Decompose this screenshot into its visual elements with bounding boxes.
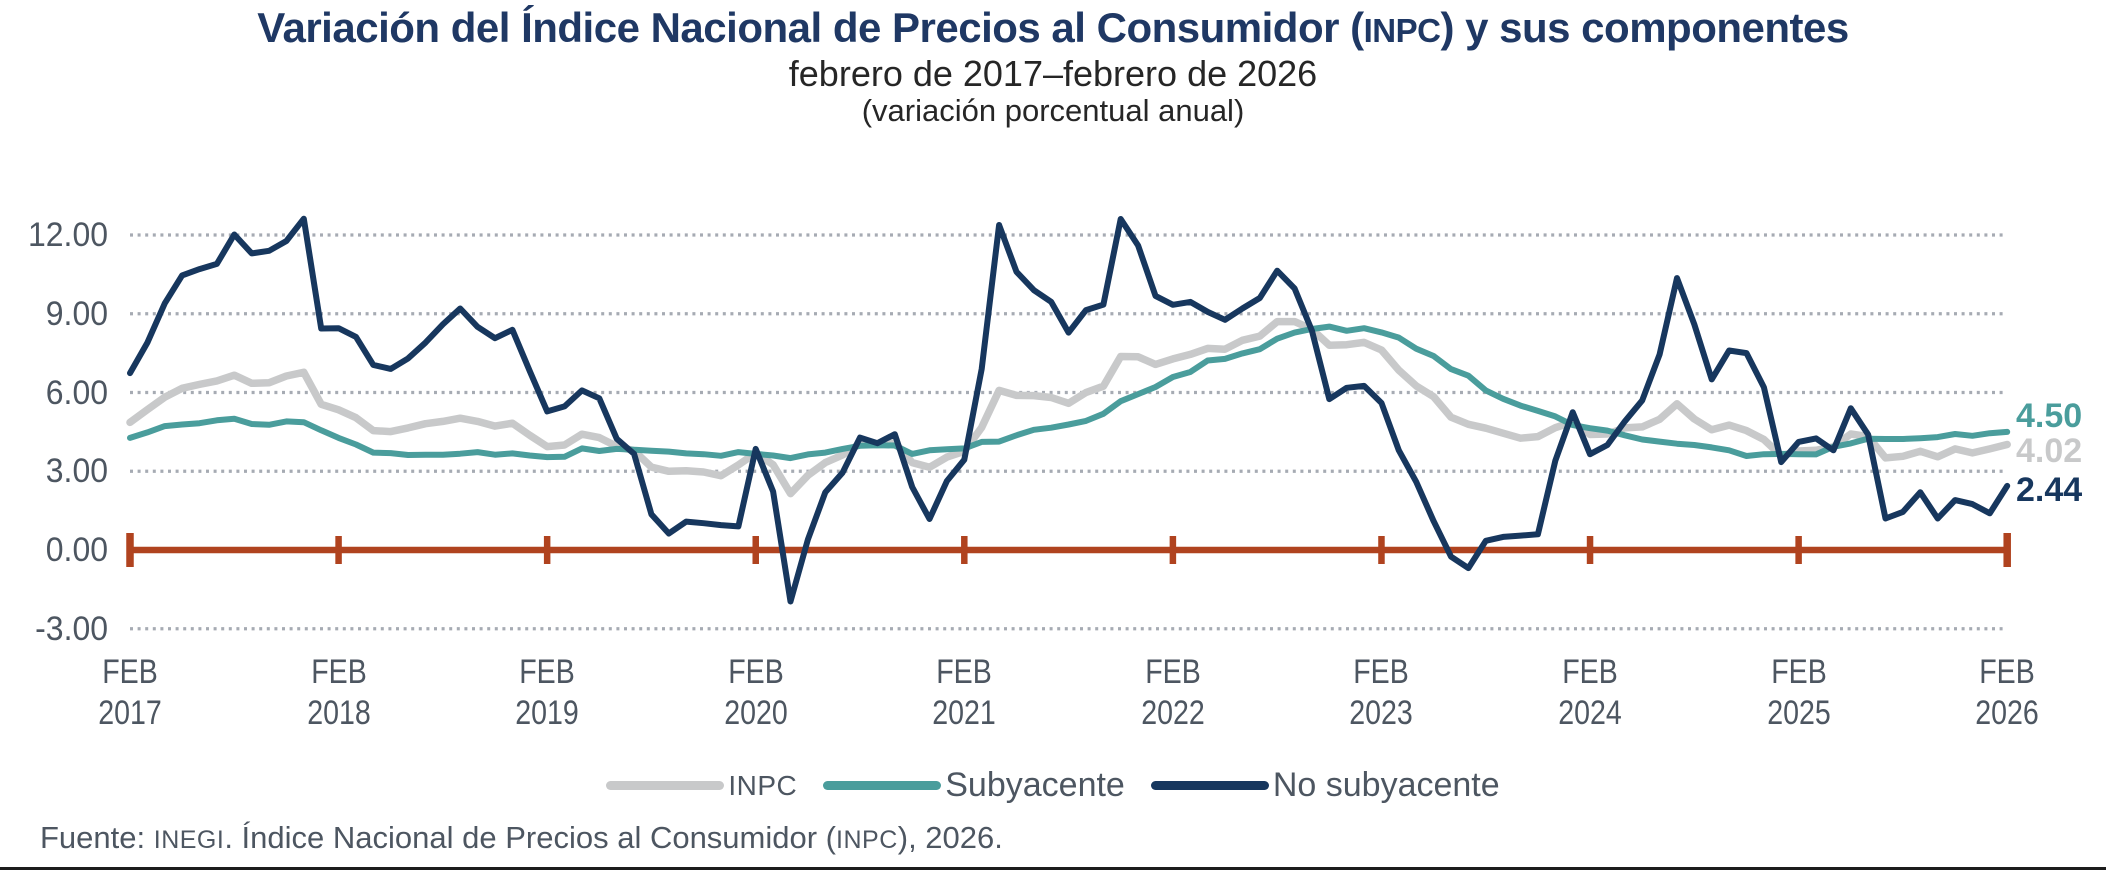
source-citation: Fuente: INEGI. Índice Nacional de Precio… [40,820,1003,856]
x-axis-year: 2024 [1558,694,1622,732]
legend-item-inpc: INPC [606,770,797,802]
x-axis-year: 2020 [723,694,788,732]
x-axis-year: 2022 [1141,694,1205,732]
x-axis-label-2025: FEB 2025 [1727,652,1870,734]
x-axis-month: FEB [936,653,993,691]
inpc-line-swatch-icon [606,781,725,790]
x-axis-label-2026: FEB 2026 [1936,652,2079,734]
source-mid: . Índice Nacional de Precios al Consumid… [224,820,837,855]
x-axis-month: FEB [310,653,367,691]
y-axis-label-9.00: 9.00 [45,294,108,333]
x-axis-label-2017: FEB 2017 [59,652,202,734]
y-axis-label-0.00: 0.00 [45,531,108,569]
x-axis-label-2020: FEB 2020 [684,652,827,734]
chart-title-text-2: ) y sus componentes [1440,4,1849,51]
legend-label-no-subyacente: No subyacente [1272,766,1500,804]
no-subyacente-line [127,215,2011,605]
x-axis-year: 2023 [1349,694,1414,732]
end-value-label-no-subyacente: 2.44 [2016,470,2083,509]
x-axis-year: 2021 [932,694,997,732]
legend-item-subyacente: Subyacente [823,766,1125,805]
x-axis-label-2018: FEB 2018 [267,652,410,734]
end-value-label-inpc: 4.02 [2016,432,2083,471]
x-axis-month: FEB [1562,653,1618,691]
chart-title: Variación del Índice Nacional de Precios… [0,4,2106,55]
y-axis-label-3.00: 3.00 [45,452,108,491]
x-axis-year: 2025 [1766,694,1831,732]
chart-subtitle-daterange: febrero de 2017–febrero de 2026 [788,53,1318,94]
x-axis-month: FEB [1770,653,1827,691]
source-inpc-acronym: INPC [836,826,898,854]
x-axis-year: 2018 [306,694,371,732]
subyacente-line [127,323,2011,462]
inpc-line [126,317,2011,498]
y-axis-label-12.00: 12.00 [28,216,108,254]
source-org-acronym: INEGI [153,826,225,854]
legend: INPC Subyacente No subyacente [0,766,2106,805]
bottom-divider-rule [0,867,2106,870]
end-value-label-subyacente: 4.50 [2016,396,2083,435]
legend-label-inpc: INPC [728,769,798,801]
x-axis-label-2019: FEB 2019 [476,652,619,734]
x-axis-label-2021: FEB 2021 [893,652,1036,734]
subyacente-line-swatch-icon [823,781,942,790]
data-series-lines [126,215,2011,605]
x-axis-label-2023: FEB 2023 [1310,652,1453,734]
source-suffix: ), 2026. [897,820,1003,855]
y-axis-label--3.00: -3.00 [35,609,108,648]
x-axis-month: FEB [1353,653,1410,691]
zero-axis [126,533,2011,567]
x-axis-year: 2026 [1975,694,2039,732]
chart-subtitle-units: (variación porcentual anual) [861,93,1245,128]
x-axis-month: FEB [102,653,158,691]
legend-item-no-subyacente: No subyacente [1150,766,1500,805]
x-axis-label-2022: FEB 2022 [1101,652,1244,734]
x-axis-year: 2017 [98,694,162,732]
chart-title-acronym: INPC [1363,12,1441,49]
x-axis-label-2024: FEB 2024 [1519,652,1662,734]
x-axis-month: FEB [1145,653,1201,691]
legend-label-subyacente: Subyacente [945,766,1125,804]
y-axis-label-6.00: 6.00 [45,373,108,412]
x-axis-month: FEB [1979,653,2035,691]
no-subyacente-line-swatch-icon [1150,781,1269,790]
x-axis-month: FEB [727,653,784,691]
x-axis-month: FEB [519,653,575,691]
gridlines [130,233,2008,631]
x-axis-year: 2019 [515,694,579,732]
source-prefix: Fuente: [40,820,154,855]
chart-title-text: Variación del Índice Nacional de Precios… [257,4,1364,51]
